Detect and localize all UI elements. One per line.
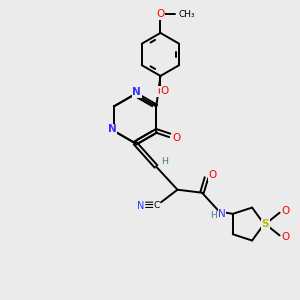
Text: S: S: [262, 219, 269, 229]
Text: H: H: [161, 158, 168, 166]
Text: N: N: [137, 201, 144, 211]
Text: O: O: [208, 170, 217, 180]
Text: N: N: [133, 87, 141, 98]
Text: ≡: ≡: [143, 199, 154, 212]
Text: O: O: [281, 232, 290, 242]
Text: N: N: [218, 209, 226, 219]
Text: O: O: [172, 133, 180, 143]
Text: O: O: [156, 9, 165, 20]
Text: CH₃: CH₃: [178, 10, 195, 19]
Text: O: O: [157, 87, 165, 97]
Text: O: O: [281, 206, 290, 216]
Text: H: H: [210, 212, 216, 220]
Text: C: C: [153, 201, 160, 210]
Text: O: O: [161, 86, 169, 96]
Text: N: N: [108, 124, 116, 134]
